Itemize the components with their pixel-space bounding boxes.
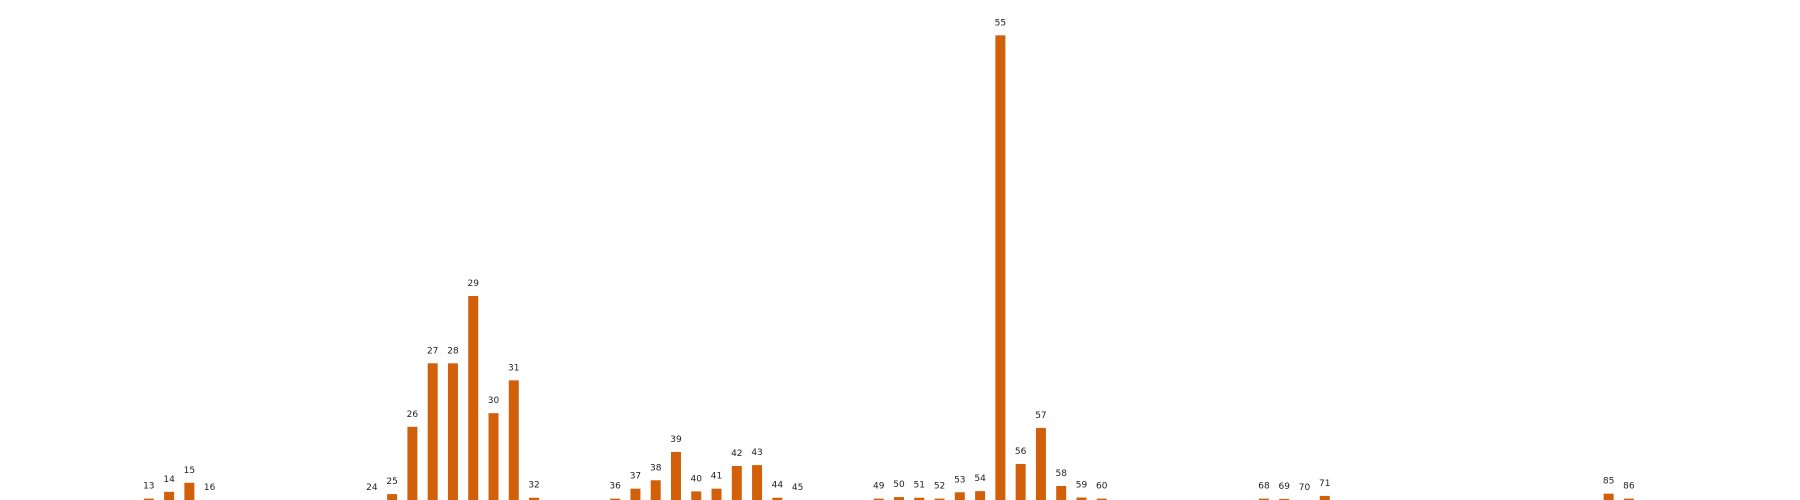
bar-label-41: 41	[711, 472, 722, 482]
bar-label-15: 15	[184, 466, 195, 476]
bar-label-26: 26	[407, 410, 419, 420]
bar-85	[1603, 493, 1614, 500]
bar-40	[691, 491, 702, 500]
bar-53	[954, 492, 965, 500]
bar-label-27: 27	[427, 346, 438, 356]
bar-label-37: 37	[630, 472, 641, 482]
bar-label-58: 58	[1055, 469, 1067, 479]
bar-label-86: 86	[1623, 482, 1635, 492]
bar-25	[387, 494, 398, 500]
bar-label-57: 57	[1035, 411, 1046, 421]
bar-label-53: 53	[954, 475, 965, 485]
bar-26	[407, 426, 418, 500]
bar-label-43: 43	[751, 448, 762, 458]
bar-15	[184, 482, 195, 500]
bar-label-40: 40	[691, 474, 703, 484]
bar-label-39: 39	[670, 435, 682, 445]
bar-39	[670, 451, 681, 500]
bar-label-49: 49	[873, 482, 885, 492]
bar-41	[711, 488, 722, 500]
bar-label-50: 50	[893, 480, 905, 490]
bar-31	[508, 380, 519, 500]
bar-label-24: 24	[366, 483, 378, 493]
bar-37	[630, 488, 641, 500]
bar-51	[914, 497, 925, 500]
bar-label-28: 28	[447, 346, 459, 356]
bar-label-14: 14	[163, 475, 175, 485]
bar-58	[1056, 485, 1067, 500]
bar-57	[1035, 427, 1046, 500]
bar-label-70: 70	[1299, 483, 1311, 493]
bar-56	[1015, 463, 1026, 500]
bar-label-56: 56	[1015, 447, 1027, 457]
bar-13	[143, 498, 154, 500]
bar-68	[1258, 498, 1269, 500]
bar-label-51: 51	[914, 481, 925, 491]
bar-label-60: 60	[1096, 482, 1108, 492]
bar-label-25: 25	[386, 477, 397, 487]
bar-label-45: 45	[792, 483, 803, 493]
bar-86	[1623, 498, 1634, 500]
bar-label-69: 69	[1279, 482, 1291, 492]
bar-label-44: 44	[772, 481, 784, 491]
bar-label-71: 71	[1319, 479, 1330, 489]
bar-label-16: 16	[204, 483, 216, 493]
bar-29	[468, 296, 479, 500]
bar-36	[610, 498, 621, 500]
bar-43	[752, 465, 763, 500]
bar-label-38: 38	[650, 463, 662, 473]
bar-60	[1096, 498, 1107, 500]
bar-label-36: 36	[609, 482, 621, 492]
bar-labels-group: 13 14 15 16 24 25 26 27 28 29 30 31 32 36 37 38 39 40 41 42…	[143, 18, 1635, 493]
bar-label-31: 31	[508, 363, 519, 373]
bar-59	[1076, 497, 1087, 500]
bar-14	[164, 491, 175, 500]
bar-55	[995, 35, 1006, 500]
bar-50	[894, 497, 904, 500]
bar-52	[934, 498, 945, 500]
bar-label-30: 30	[488, 396, 500, 406]
bar-27	[427, 363, 438, 500]
bar-44	[772, 497, 783, 500]
bar-30	[488, 413, 499, 500]
bar-label-54: 54	[974, 474, 986, 484]
bar-69	[1279, 498, 1290, 500]
bar-label-13: 13	[143, 482, 154, 492]
bar-54	[975, 491, 986, 500]
bar-42	[731, 466, 742, 500]
bar-label-55: 55	[995, 18, 1006, 28]
bar-label-59: 59	[1076, 481, 1088, 491]
bar-label-32: 32	[528, 481, 539, 491]
bar-label-29: 29	[467, 279, 479, 289]
bar-28	[447, 363, 458, 500]
bar-49	[873, 498, 884, 500]
bar-label-85: 85	[1603, 477, 1614, 487]
bar-32	[529, 497, 540, 500]
bar-71	[1319, 495, 1330, 500]
bars-group	[143, 35, 1634, 500]
bar-label-52: 52	[934, 482, 945, 492]
bar-label-68: 68	[1258, 482, 1270, 492]
bar-label-42: 42	[731, 449, 742, 459]
bar-38	[650, 480, 661, 500]
